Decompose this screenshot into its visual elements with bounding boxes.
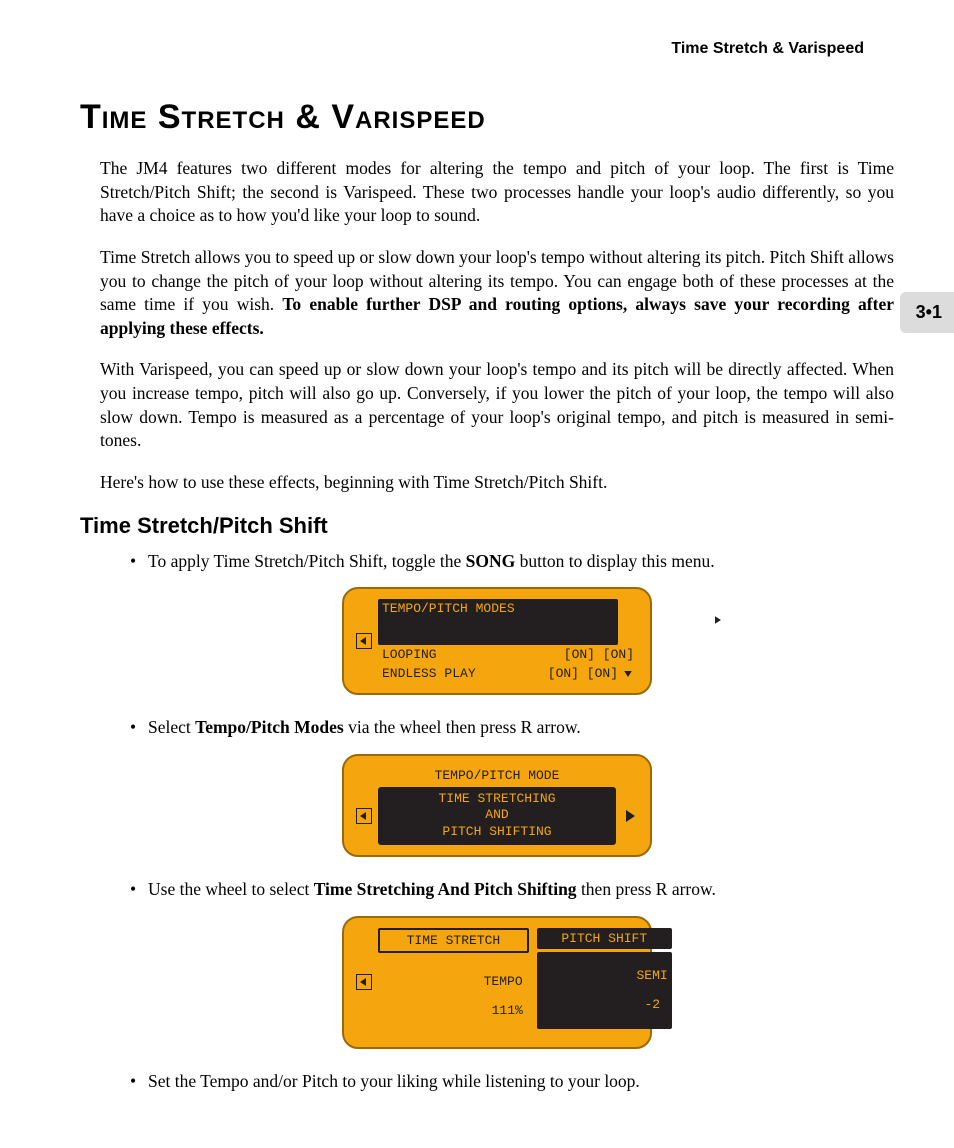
bullet-2-bold: Tempo/Pitch Modes [195,717,344,737]
bullet-3-text-a: Use the wheel to select [148,879,314,899]
left-arrow-icon [356,808,372,824]
section-title: Time Stretch/Pitch Shift [80,513,894,539]
page-number-tab: 3•1 [900,292,954,333]
bullet-2-text-c: via the wheel then press R arrow. [344,717,581,737]
lcd3-left-value: 111% [484,1003,523,1018]
left-arrow-icon [356,633,372,649]
paragraph-3: With Varispeed, you can speed up or slow… [100,358,894,453]
lcd3-right-label: SEMI [636,968,667,983]
bullet-1: To apply Time Stretch/Pitch Shift, toggl… [130,549,894,574]
lcd1-row2-label: LOOPING [382,647,437,662]
lcd2-title: TEMPO/PITCH MODE [356,766,638,785]
lcd-display-3: TIME STRETCH TEMPO 111% PITCH SHIFT SEMI… [342,916,652,1049]
running-header: Time Stretch & Varispeed [100,40,864,58]
bullet-1-bold: SONG [466,551,516,571]
page-title: Time Stretch & Varispeed [80,98,894,137]
paragraph-2: Time Stretch allows you to speed up or s… [100,246,894,341]
bullet-1-text-a: To apply Time Stretch/Pitch Shift, toggl… [148,551,466,571]
lcd3-right-body: SEMI -2 [537,952,672,1029]
lcd3-left-body: TEMPO 111% [378,956,529,1037]
bullet-4: Set the Tempo and/or Pitch to your likin… [130,1069,894,1094]
instruction-list-3: Use the wheel to select Time Stretching … [100,877,894,902]
bullet-3-text-c: then press R arrow. [577,879,716,899]
bullet-3-bold: Time Stretching And Pitch Shifting [314,879,577,899]
paragraph-4: Here's how to use these effects, beginni… [100,471,894,495]
lcd-display-1: TEMPO/PITCH MODES LOOPING [ON] [ON] ENDL… [342,587,652,695]
right-arrow-icon [622,808,638,824]
lcd2-line1: TIME STRETCHING [384,791,610,808]
lcd3-left-title: TIME STRETCH [378,928,529,953]
right-arrow-icon [712,614,724,626]
instruction-list-2: Select Tempo/Pitch Modes via the wheel t… [100,715,894,740]
lcd1-row2-value: [ON] [ON] [564,647,634,662]
lcd1-row3-label: ENDLESS PLAY [382,666,476,681]
bullet-2: Select Tempo/Pitch Modes via the wheel t… [130,715,894,740]
lcd-display-2: TEMPO/PITCH MODE TIME STRETCHING AND PIT… [342,754,652,858]
down-arrow-icon [622,668,634,680]
lcd2-line2: AND [384,807,610,824]
bullet-1-text-c: button to display this menu. [515,551,714,571]
document-page: Time Stretch & Varispeed 3•1 Time Stretc… [0,0,954,1148]
lcd1-title: TEMPO/PITCH MODES [378,599,618,645]
lcd3-left-label: TEMPO [484,974,523,989]
bullet-3: Use the wheel to select Time Stretching … [130,877,894,902]
bullet-2-text-a: Select [148,717,195,737]
lcd3-right-value: -2 [636,997,660,1012]
lcd1-row3-value: [ON] [ON] [548,666,618,681]
paragraph-1: The JM4 features two different modes for… [100,157,894,228]
lcd3-right-title: PITCH SHIFT [537,928,672,949]
lcd2-line3: PITCH SHIFTING [384,824,610,841]
left-arrow-icon [356,974,372,990]
instruction-list-4: Set the Tempo and/or Pitch to your likin… [100,1069,894,1094]
instruction-list: To apply Time Stretch/Pitch Shift, toggl… [100,549,894,574]
